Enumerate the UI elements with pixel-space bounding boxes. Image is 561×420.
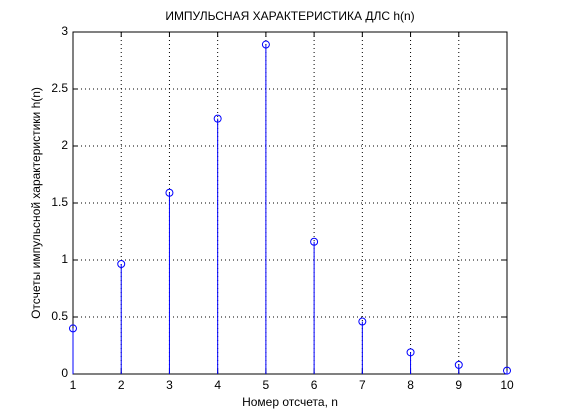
x-tick-label: 7	[359, 378, 366, 392]
x-tick-label: 6	[311, 378, 318, 392]
x-tick-label: 4	[214, 378, 221, 392]
stem-marker	[69, 324, 77, 333]
stem-marker	[503, 366, 511, 375]
y-tick-label: 0.5	[51, 309, 68, 323]
x-tick-label: 10	[500, 378, 514, 392]
y-axis-label: Отсчеты импульсной характеристики h(n)	[29, 87, 43, 319]
stem-marker	[213, 114, 222, 123]
x-tick-label: 8	[407, 378, 414, 392]
axes-box	[72, 31, 508, 375]
stem-marker	[358, 317, 367, 326]
y-tick-label: 3	[61, 24, 68, 38]
stem-marker	[454, 360, 463, 369]
y-tick-label: 1.5	[51, 195, 68, 209]
x-tick-label: 1	[70, 378, 77, 392]
y-tick-label: 2.5	[51, 81, 68, 95]
stem-marker	[165, 188, 174, 197]
y-tick-label: 2	[61, 138, 68, 152]
stem-marker	[261, 40, 270, 49]
stem-marker	[406, 348, 415, 357]
x-tick-label: 3	[166, 378, 173, 392]
chart-title: ИМПУЛЬСНАЯ ХАРАКТЕРИСТИКА ДЛС h(n)	[165, 9, 414, 23]
x-tick-label: 2	[118, 378, 125, 392]
x-tick-label: 9	[455, 378, 462, 392]
stem-marker	[310, 237, 319, 246]
stem-marker	[117, 259, 126, 268]
y-tick-label: 1	[61, 252, 68, 266]
x-tick-label: 5	[263, 378, 270, 392]
x-axis-label: Номер отсчета, n	[242, 395, 338, 409]
y-tick-label: 0	[61, 366, 68, 380]
